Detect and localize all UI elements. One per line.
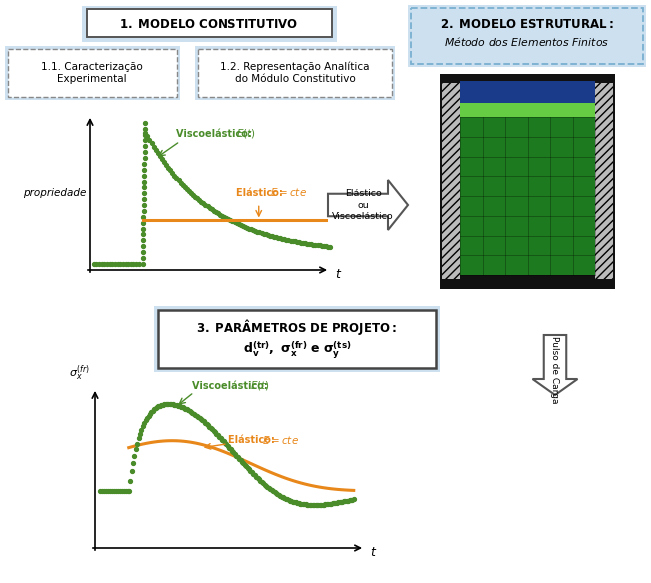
- Text: $\mathbf{2.\ MODELO\ ESTRUTURAL:}$: $\mathbf{2.\ MODELO\ ESTRUTURAL:}$: [440, 17, 614, 30]
- Polygon shape: [328, 180, 408, 230]
- Bar: [460, 81, 595, 103]
- Text: Viscoelástico:: Viscoelástico:: [176, 129, 255, 139]
- Bar: [595, 80, 613, 281]
- Bar: [442, 80, 460, 281]
- Bar: [440, 74, 615, 289]
- Bar: [442, 76, 613, 83]
- Text: $E(t)$: $E(t)$: [236, 127, 256, 140]
- Text: $\mathbf{1.\ MODELO\ CONSTITUTIVO}$: $\mathbf{1.\ MODELO\ CONSTITUTIVO}$: [119, 17, 299, 30]
- Bar: [195, 46, 395, 100]
- Text: $E = cte$: $E = cte$: [262, 434, 299, 445]
- Text: propriedade: propriedade: [23, 188, 87, 198]
- Text: $\mathbf{3.\ PAR\hat{A}METROS\ DE\ PROJETO:}$: $\mathbf{3.\ PAR\hat{A}METROS\ DE\ PROJE…: [197, 318, 398, 338]
- Text: Elástico:: Elástico:: [236, 188, 286, 198]
- Text: $E = cte$: $E = cte$: [270, 187, 307, 198]
- Bar: [460, 103, 595, 117]
- Bar: [82, 6, 337, 42]
- Bar: [460, 117, 595, 275]
- Text: Elástico:: Elástico:: [228, 434, 278, 445]
- Text: t: t: [335, 269, 340, 282]
- Text: Pulso de Carga: Pulso de Carga: [551, 336, 559, 404]
- Text: Viscoelástico:: Viscoelástico:: [192, 381, 271, 391]
- FancyBboxPatch shape: [198, 49, 392, 97]
- Text: $E(t)$: $E(t)$: [250, 380, 270, 392]
- Text: $\sigma_x^{(fr)}$: $\sigma_x^{(fr)}$: [69, 363, 90, 383]
- Text: $\mathbf{d_v^{(tr)}}$$\mathbf{,\ \sigma_x^{(fr)}\ e\ \sigma_y^{(ts)}}$: $\mathbf{d_v^{(tr)}}$$\mathbf{,\ \sigma_…: [243, 339, 352, 361]
- Text: $\mathit{Método\ dos\ Elementos\ Finitos}$: $\mathit{Método\ dos\ Elementos\ Finitos…: [445, 36, 609, 48]
- Text: 1.2. Representação Analítica
do Módulo Constitutivo: 1.2. Representação Analítica do Módulo C…: [220, 62, 370, 84]
- Bar: [154, 306, 440, 372]
- Text: Elástico
ou
Viscoelástico: Elástico ou Viscoelástico: [332, 189, 394, 222]
- Bar: [408, 5, 646, 67]
- Bar: [5, 46, 180, 100]
- Text: t: t: [370, 546, 376, 560]
- Text: 1.1. Caracterização
Experimental: 1.1. Caracterização Experimental: [41, 62, 143, 84]
- Polygon shape: [533, 335, 577, 395]
- FancyBboxPatch shape: [411, 8, 643, 64]
- FancyBboxPatch shape: [8, 49, 177, 97]
- Bar: [442, 279, 613, 288]
- FancyBboxPatch shape: [87, 9, 332, 37]
- FancyBboxPatch shape: [158, 310, 436, 368]
